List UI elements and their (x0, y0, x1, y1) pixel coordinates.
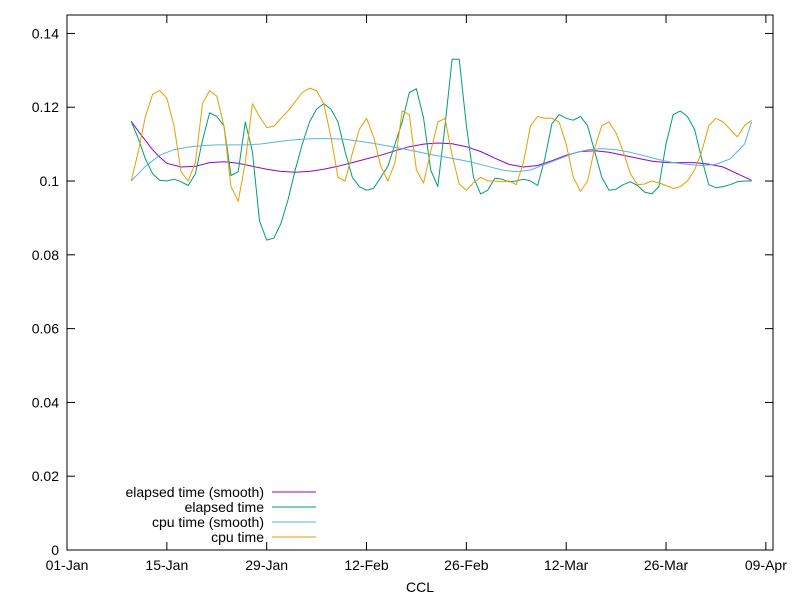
x-tick-label: 26-Feb (444, 557, 489, 573)
series-layer (130, 58, 753, 241)
y-tick-label: 0.06 (32, 321, 59, 337)
x-tick-label: 15-Jan (145, 557, 188, 573)
y-axis: 0 0.02 0.04 0.06 0.08 0.1 0.12 0.14 (32, 25, 773, 558)
x-tick-label: 26-Mar (644, 557, 689, 573)
series-line-cpu-time (130, 87, 752, 202)
y-tick-label: 0.1 (40, 173, 60, 189)
legend-label: cpu time (smooth) (152, 514, 264, 530)
x-tick-label: 09-Apr (745, 557, 787, 573)
y-tick-label: 0.14 (32, 25, 59, 41)
legend-label: elapsed time (smooth) (125, 484, 264, 500)
y-tick-label: 0 (51, 542, 59, 558)
legend-label: cpu time (211, 529, 264, 545)
x-tick-label: 29-Jan (245, 557, 288, 573)
series-line-elapsed-time-smooth (130, 121, 752, 181)
x-tick-label: 01-Jan (46, 557, 89, 573)
x-axis: 01-Jan 15-Jan 29-Jan 12-Feb 26-Feb 12-Mar 26-M… (46, 15, 787, 573)
plot-frame (66, 14, 774, 551)
series-line-elapsed-time (130, 58, 752, 241)
x-axis-label: CCL (406, 579, 434, 595)
y-tick-label: 0.04 (32, 394, 59, 410)
x-tick-label: 12-Mar (544, 557, 589, 573)
x-tick-label: 12-Feb (344, 557, 389, 573)
y-tick-label: 0.02 (32, 468, 59, 484)
legend-label: elapsed time (185, 499, 265, 515)
series-line-cpu-time-smooth (130, 121, 753, 182)
y-tick-label: 0.08 (32, 247, 59, 263)
y-tick-label: 0.12 (32, 99, 59, 115)
